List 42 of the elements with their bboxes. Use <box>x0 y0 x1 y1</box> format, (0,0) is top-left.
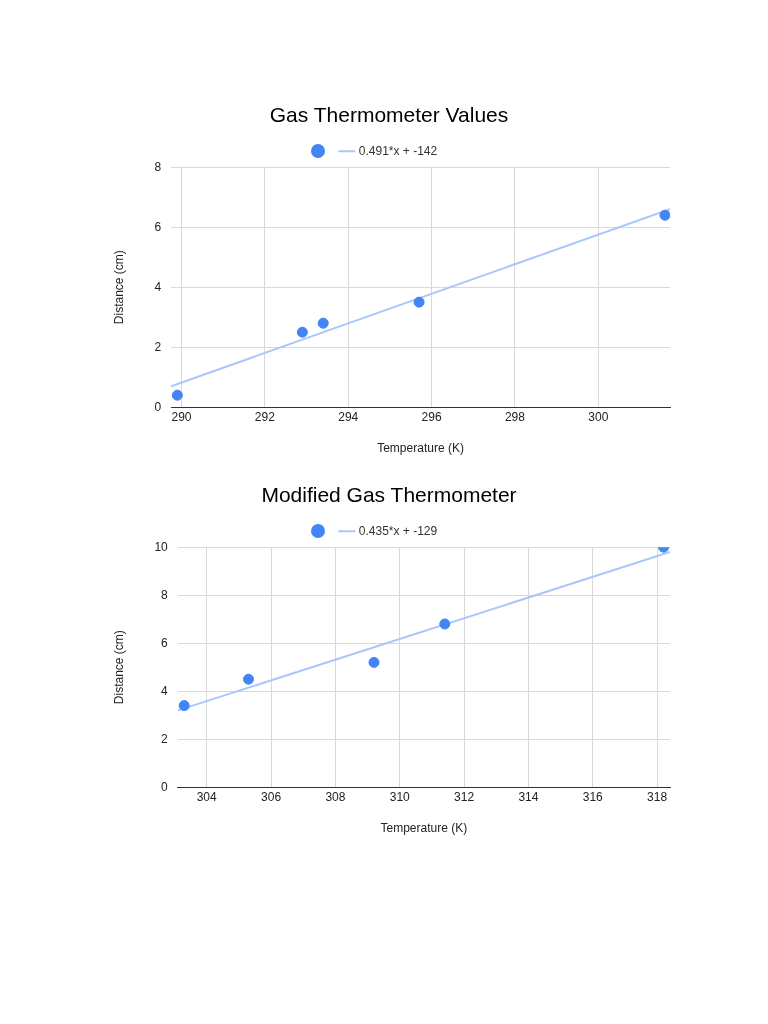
x-tick-label: 310 <box>389 789 411 804</box>
y-tick-label: 8 <box>154 159 162 174</box>
x-tick-label: 300 <box>588 409 609 424</box>
point <box>317 317 329 329</box>
chart-title: Modified Gas Thermometer <box>261 483 517 507</box>
point <box>296 326 308 338</box>
y-tick-label: 8 <box>161 587 169 602</box>
point <box>659 209 670 221</box>
y-axis-title: Distance (cm) <box>111 250 126 325</box>
point <box>243 673 255 685</box>
point <box>413 296 425 308</box>
x-axis-title: Temperature (K) <box>380 821 468 836</box>
x-tick-label: 290 <box>171 409 192 424</box>
y-tick-label: 6 <box>154 219 162 234</box>
y-tick-label: 10 <box>154 539 169 554</box>
y-tick-label: 2 <box>161 731 169 746</box>
chart-title: Gas Thermometer Values <box>269 103 509 127</box>
point <box>178 700 190 712</box>
point <box>439 618 451 630</box>
y-tick-label: 6 <box>161 635 169 650</box>
x-tick-label: 294 <box>338 409 359 424</box>
y-tick-label: 0 <box>161 779 169 794</box>
x-tick-label: 304 <box>196 789 218 804</box>
y-tick-label: 2 <box>154 339 162 354</box>
x-tick-label: 298 <box>504 409 526 424</box>
x-tick-label: 306 <box>261 789 282 804</box>
x-tick-label: 308 <box>325 789 346 804</box>
y-tick-label: 4 <box>154 279 162 294</box>
legend-label: 0.491*x + -142 <box>358 143 438 158</box>
x-tick-label: 292 <box>254 409 276 424</box>
point <box>171 389 183 401</box>
legend-label: 0.435*x + -129 <box>358 523 438 538</box>
x-tick-label: 316 <box>582 789 604 804</box>
x-axis-title: Temperature (K) <box>377 441 464 456</box>
point <box>368 656 380 668</box>
y-tick-label: 4 <box>161 683 169 698</box>
x-tick-label: 296 <box>421 409 442 424</box>
y-axis-title: Distance (cm) <box>111 630 126 705</box>
x-tick-label: 312 <box>454 789 475 804</box>
x-tick-label: 314 <box>518 789 539 804</box>
y-tick-label: 0 <box>154 399 162 414</box>
x-tick-label: 318 <box>647 789 668 804</box>
